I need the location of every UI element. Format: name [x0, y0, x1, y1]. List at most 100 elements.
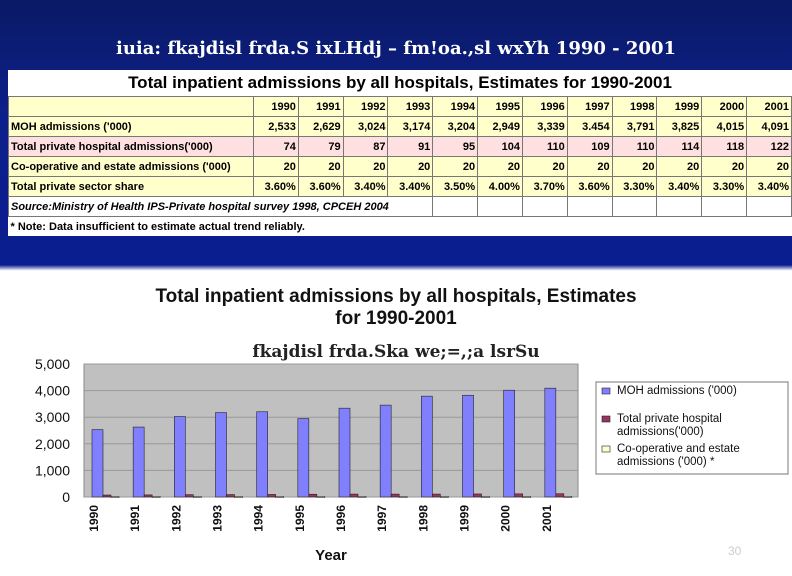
empty-cell — [701, 196, 748, 217]
bar — [379, 404, 392, 498]
table-cell: 3,825 — [656, 116, 703, 137]
bar — [555, 493, 565, 498]
legend-label: MOH admissions ('000) — [617, 385, 737, 397]
legend-label: Total private hospital admissions('000) — [617, 413, 722, 438]
x-tick-label: 1999 — [458, 505, 472, 532]
table-cell: 3.40% — [387, 176, 434, 197]
year-header-cell: 1997 — [566, 96, 613, 117]
plot-area — [83, 363, 579, 498]
empty-cell — [432, 196, 479, 217]
bar — [473, 493, 482, 498]
x-tick-label: 1998 — [416, 505, 430, 532]
admissions-table: 1990 1991 1992 1993 1994 1995 1996 1997 1998 1999… — [7, 96, 792, 236]
empty-cell — [566, 196, 613, 217]
year-header-cell: 1995 — [477, 96, 523, 117]
table-cell: 20 — [253, 156, 299, 177]
x-axis-label: Year — [315, 547, 347, 564]
table-cell: 79 — [297, 136, 344, 157]
table-cell: 114 — [656, 136, 703, 157]
bar — [349, 493, 359, 498]
table-cell: 3.60% — [297, 176, 344, 197]
bar — [110, 496, 120, 498]
x-tick-label: 1992 — [169, 505, 183, 532]
bar — [215, 412, 227, 498]
table-cell: 109 — [566, 136, 613, 157]
bar — [234, 496, 243, 498]
table-cell: 20 — [432, 156, 479, 177]
year-header-cell: 1992 — [342, 96, 389, 117]
bar — [357, 496, 367, 498]
bar — [256, 411, 268, 498]
table-cell: 3.70% — [521, 176, 568, 197]
table-cell: 74 — [253, 136, 299, 157]
table-cell: 20 — [611, 156, 658, 177]
bar — [226, 494, 235, 498]
table-cell: 3.30% — [611, 176, 658, 197]
source-row: Source:Ministry of Health IPS-Private ho… — [7, 196, 792, 217]
table-cell: 3.454 — [566, 116, 613, 137]
bar — [338, 407, 351, 498]
legend-box — [595, 381, 789, 475]
bar — [151, 496, 161, 498]
data-table: Total inpatient admissions by all hospit… — [7, 70, 792, 236]
empty-cell — [521, 196, 568, 217]
table-cell: 3.40% — [342, 176, 389, 197]
chart-title: Total inpatient admissions by all hospit… — [0, 286, 792, 330]
row-label: Total private hospital admissions('000) — [8, 136, 254, 157]
table-cell: 3.50% — [432, 176, 479, 197]
bar — [267, 494, 276, 498]
table-cell: 87 — [342, 136, 389, 157]
y-tick-label: 1,000 — [35, 462, 70, 478]
table-cell: 4,015 — [701, 116, 748, 137]
table-cell: 20 — [387, 156, 434, 177]
table-cell: 118 — [701, 136, 748, 157]
year-header-row: 1990 1991 1992 1993 1994 1995 1996 1997 1998 1999… — [8, 96, 792, 117]
bar — [390, 493, 400, 498]
row-label: MOH admissions ('000) — [8, 116, 254, 137]
year-header-cell: 1999 — [656, 96, 703, 117]
table-cell: 3,791 — [611, 116, 658, 137]
chart-title-line1: Total inpatient admissions by all hospit… — [155, 286, 637, 307]
bar — [143, 494, 153, 498]
table-cell: 20 — [521, 156, 568, 177]
bar — [91, 429, 104, 498]
empty-cell — [746, 196, 792, 217]
x-tick-label: 1993 — [211, 505, 225, 532]
empty-cell — [656, 196, 703, 217]
y-tick-label: 2,000 — [35, 436, 70, 452]
x-tick-label: 2001 — [540, 505, 554, 532]
x-tick-label: 1991 — [128, 505, 142, 532]
table-cell: 20 — [342, 156, 389, 177]
table-cell: 20 — [746, 156, 792, 177]
x-tick-label: 1990 — [87, 505, 101, 532]
y-tick-label: 3,000 — [35, 409, 70, 425]
x-tick-label: 1996 — [334, 505, 348, 532]
table-cell: 110 — [611, 136, 658, 157]
bar — [481, 496, 490, 498]
table-cell: 2,629 — [297, 116, 344, 137]
y-tick-label: 5,000 — [35, 356, 70, 372]
table-row: MOH admissions ('000) 2,533 2,629 3,024 3,17… — [8, 116, 792, 137]
bar — [185, 494, 194, 498]
bar — [132, 426, 145, 498]
bar — [514, 493, 523, 498]
x-tick-label: 1995 — [293, 505, 307, 532]
table-cell: 2,533 — [253, 116, 299, 137]
bar — [308, 493, 318, 498]
table-cell: 3,204 — [432, 116, 479, 137]
table-cell: 3.40% — [746, 176, 792, 197]
table-cell: 3.60% — [566, 176, 613, 197]
bar — [421, 395, 433, 498]
table-cell: 110 — [521, 136, 568, 157]
year-header-cell: 1998 — [611, 96, 658, 117]
bar — [544, 387, 557, 498]
bar — [503, 389, 515, 498]
table-cell: 3.30% — [701, 176, 748, 197]
year-header-cell: 1991 — [297, 96, 344, 117]
row-label: Co-operative and estate admissions ('000… — [8, 156, 254, 177]
bar — [398, 496, 408, 498]
y-tick-label: 0 — [62, 489, 70, 505]
slide-title: iuia: fkajdisl frda.S ixLHdj – fm!oa.,sl… — [115, 38, 677, 59]
year-header-cell: 1993 — [387, 96, 434, 117]
year-header-cell: 1990 — [253, 96, 299, 117]
